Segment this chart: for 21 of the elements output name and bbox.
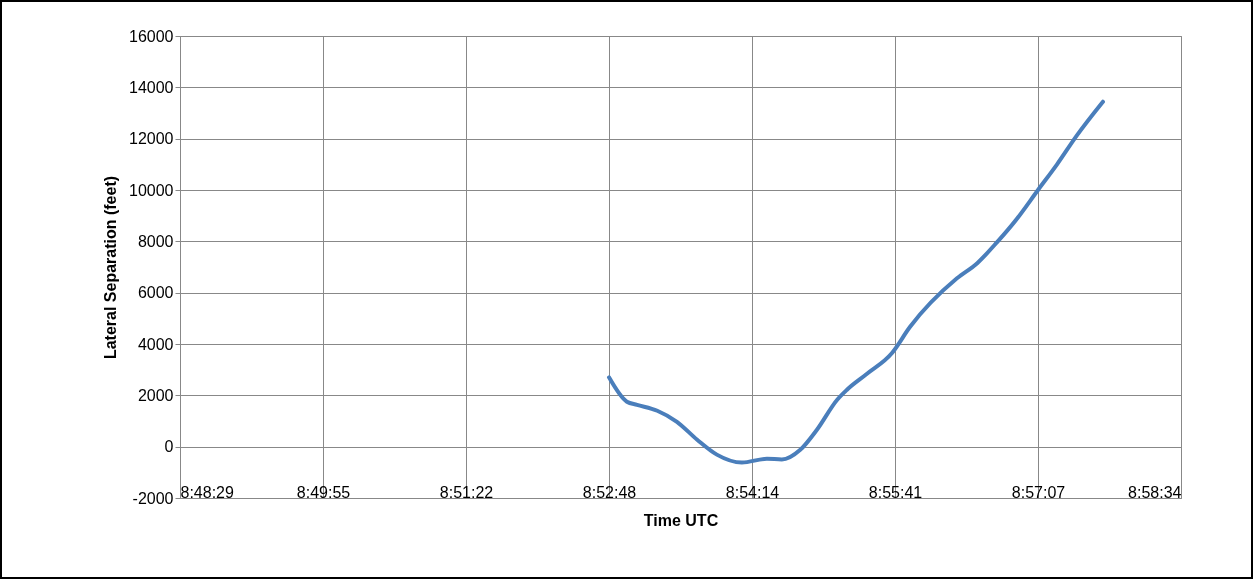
x-tick-label: 8:48:29 <box>180 483 234 501</box>
y-tick-label: 10000 <box>129 181 174 199</box>
y-tick-label: 16000 <box>129 27 174 45</box>
x-tick-label: 8:58:34 <box>1128 483 1182 501</box>
y-tick-label: 8000 <box>137 232 174 250</box>
y-tick-label: -2000 <box>132 489 174 507</box>
y-tick-label: 0 <box>164 438 174 456</box>
x-tick-label: 8:54:14 <box>725 483 780 501</box>
y-tick-label: 12000 <box>129 130 174 148</box>
y-axis-title: Lateral Separation (feet) <box>102 175 120 360</box>
x-axis-title: Time UTC <box>643 511 719 529</box>
line-series <box>607 99 1105 465</box>
y-tick-label: 6000 <box>137 284 174 302</box>
y-tick-label: 14000 <box>129 78 174 96</box>
x-tick-label: 8:51:22 <box>439 483 494 501</box>
x-tick-label: 8:49:55 <box>296 483 351 501</box>
y-tick-label: 4000 <box>137 335 174 353</box>
x-tick-label: 8:57:07 <box>1011 483 1066 501</box>
y-tick-label: 2000 <box>137 386 174 404</box>
x-tick-label: 8:52:48 <box>582 483 637 501</box>
x-tick-label: 8:55:41 <box>868 483 923 501</box>
